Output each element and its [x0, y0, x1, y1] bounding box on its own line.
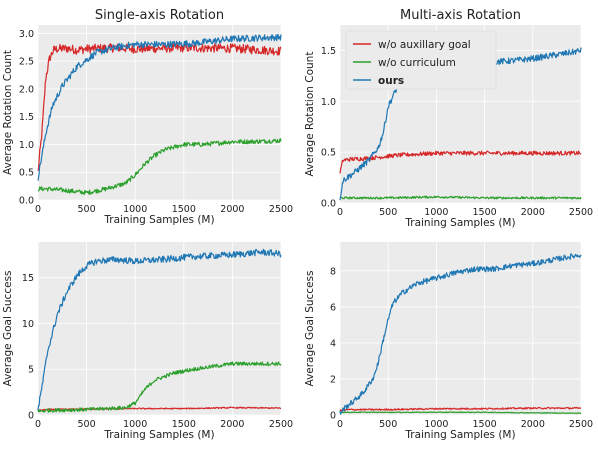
- series-line: [37, 33, 282, 181]
- x-tick-label: 1000: [123, 204, 147, 215]
- y-tick-label: 8: [330, 266, 336, 277]
- x-tick-label: 1500: [473, 207, 497, 218]
- y-tick-label: 2.5: [19, 57, 34, 68]
- x-axis-label: Training Samples (M): [103, 429, 214, 441]
- legend-label: ours: [378, 75, 404, 87]
- x-axis-label: Training Samples (M): [404, 217, 515, 229]
- x-tick-label: 0: [35, 204, 41, 215]
- x-tick-label: 2500: [569, 419, 593, 430]
- y-tick-label: 1.5: [19, 112, 34, 123]
- x-tick-label: 1500: [172, 204, 196, 215]
- chart-panel-1: 0 500 1000 1500 2000 2500 0.0 0.5 1.0 1.5 2.0 2.5 3.…: [2, 8, 293, 226]
- x-axis-label: Training Samples (M): [404, 429, 515, 441]
- y-tick-label: 3.0: [19, 29, 34, 40]
- series-line: [37, 248, 282, 411]
- series-line: [339, 406, 582, 412]
- x-tick-label: 500: [78, 204, 96, 215]
- y-axis-label: Average Rotation Count: [2, 50, 14, 175]
- y-tick-label: 1.5: [321, 46, 336, 57]
- series-line: [339, 195, 582, 200]
- legend-label: w/o auxillary goal: [378, 39, 471, 51]
- legend-label: w/o curriculum: [378, 57, 456, 69]
- x-tick-label: 2000: [521, 207, 545, 218]
- series-line: [37, 361, 282, 413]
- x-tick-label: 500: [379, 419, 397, 430]
- y-tick-label: 0.5: [19, 168, 34, 179]
- x-tick-label: 0: [337, 207, 343, 218]
- x-tick-label: 1000: [424, 419, 448, 430]
- y-tick-label: 0.0: [19, 196, 34, 207]
- legend: w/o auxillary goal w/o curriculum ours: [345, 30, 497, 90]
- plot-area: [38, 25, 281, 200]
- x-tick-label: 0: [35, 419, 41, 430]
- chart-title: Multi-axis Rotation: [400, 8, 521, 23]
- x-tick-label: 2000: [220, 204, 244, 215]
- y-tick-label: 2.0: [19, 84, 34, 95]
- chart-panel-3: 0 500 1000 1500 2000 2500 0 5 10 15 Training Sampl…: [2, 242, 293, 441]
- x-tick-label: 2500: [269, 204, 293, 215]
- x-tick-label: 1000: [424, 207, 448, 218]
- y-axis-label: Average Goal Success: [2, 271, 14, 387]
- x-tick-label: 2500: [269, 419, 293, 430]
- chart-title: Single-axis Rotation: [95, 8, 224, 23]
- y-tick-label: 0.0: [321, 199, 336, 210]
- y-axis-label: Average Rotation Count: [304, 52, 316, 177]
- y-tick-label: 0: [330, 411, 336, 422]
- x-tick-label: 2500: [569, 207, 593, 218]
- y-tick-label: 6: [330, 302, 336, 313]
- x-tick-label: 1500: [473, 419, 497, 430]
- series-line: [37, 43, 282, 171]
- plot-area: [340, 242, 581, 415]
- x-tick-label: 2000: [521, 419, 545, 430]
- y-tick-label: 5: [28, 365, 34, 376]
- y-tick-label: 0: [28, 411, 34, 422]
- x-tick-label: 500: [78, 419, 96, 430]
- series-line: [339, 411, 582, 415]
- y-tick-label: 2: [330, 374, 336, 385]
- chart-panel-2: 0 500 1000 1500 2000 2500 0.0 0.5 1.0 1.5 Training…: [304, 8, 593, 229]
- x-tick-label: 1500: [172, 419, 196, 430]
- y-tick-label: 1.0: [321, 97, 336, 108]
- legend-box: [345, 30, 497, 90]
- chart-panel-4: 0 500 1000 1500 2000 2500 0 2 4 6 8 Training Sample…: [304, 242, 593, 441]
- y-tick-label: 10: [22, 319, 34, 330]
- x-axis-label: Training Samples (M): [103, 214, 214, 226]
- y-tick-label: 1.0: [19, 140, 34, 151]
- plot-area: [38, 242, 281, 415]
- series-line: [37, 406, 282, 412]
- series-line: [37, 138, 282, 196]
- y-tick-label: 15: [22, 273, 34, 284]
- y-axis-label: Average Goal Success: [304, 271, 316, 387]
- series-line: [339, 150, 582, 174]
- y-tick-label: 0.5: [321, 148, 336, 159]
- x-tick-label: 2000: [220, 419, 244, 430]
- series-line: [339, 253, 582, 415]
- y-tick-label: 4: [330, 338, 336, 349]
- x-tick-label: 0: [337, 419, 343, 430]
- x-tick-label: 500: [379, 207, 397, 218]
- x-tick-label: 1000: [123, 419, 147, 430]
